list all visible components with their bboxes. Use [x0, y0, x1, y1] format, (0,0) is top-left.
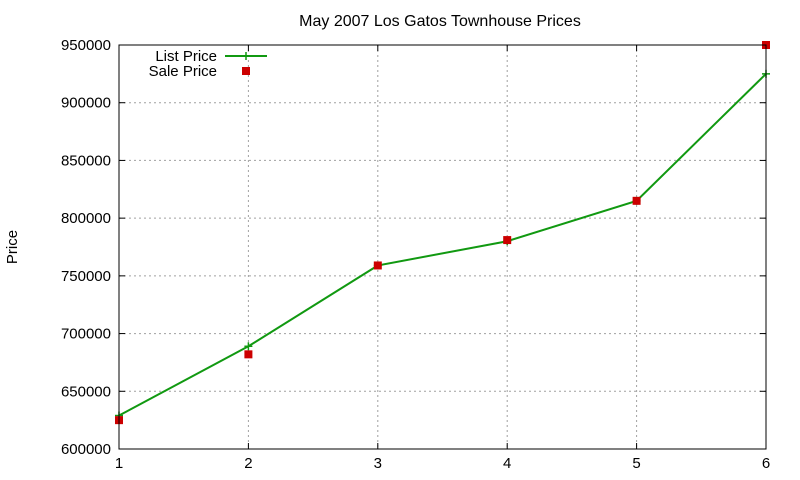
- legend-marker-sale-price: [242, 67, 250, 75]
- y-tick-label: 750000: [61, 268, 111, 285]
- list-price-point: [244, 342, 253, 351]
- x-tick-label: 3: [374, 455, 382, 472]
- list-price-line: [118, 73, 767, 417]
- x-tick-label: 1: [115, 455, 123, 472]
- legend: List Price Sale Price: [149, 48, 267, 80]
- y-tick-label: 600000: [61, 441, 111, 458]
- x-tick-labels: 1 2 3 4 5 6: [115, 455, 770, 472]
- x-tick-label: 4: [503, 455, 511, 472]
- y-tick-label: 900000: [61, 95, 111, 112]
- chart-title: May 2007 Los Gatos Townhouse Prices: [299, 13, 581, 30]
- legend-label-sale-price: Sale Price: [149, 63, 217, 80]
- legend-marker-list-price: [242, 52, 250, 60]
- sale-price-point: [632, 196, 641, 205]
- y-tick-label: 650000: [61, 383, 111, 400]
- sale-price-point: [503, 236, 512, 245]
- y-tick-label: 700000: [61, 326, 111, 343]
- sale-price-point: [373, 261, 382, 270]
- tick-marks: [118, 44, 767, 450]
- y-axis-label: Price: [4, 230, 21, 264]
- plot-frame: [118, 44, 767, 450]
- sale-price-point: [244, 350, 253, 359]
- y-tick-labels: 600000 650000 700000 750000 800000 85000…: [61, 37, 111, 458]
- x-tick-label: 2: [244, 455, 252, 472]
- legend-label-list-price: List Price: [155, 48, 217, 65]
- x-tick-label: 5: [632, 455, 640, 472]
- y-tick-label: 950000: [61, 37, 111, 54]
- grid: [119, 45, 766, 449]
- series: [115, 41, 770, 425]
- legend-swatches: [225, 52, 267, 75]
- x-tick-label: 6: [762, 455, 770, 472]
- y-tick-label: 850000: [61, 152, 111, 169]
- y-tick-label: 800000: [61, 210, 111, 227]
